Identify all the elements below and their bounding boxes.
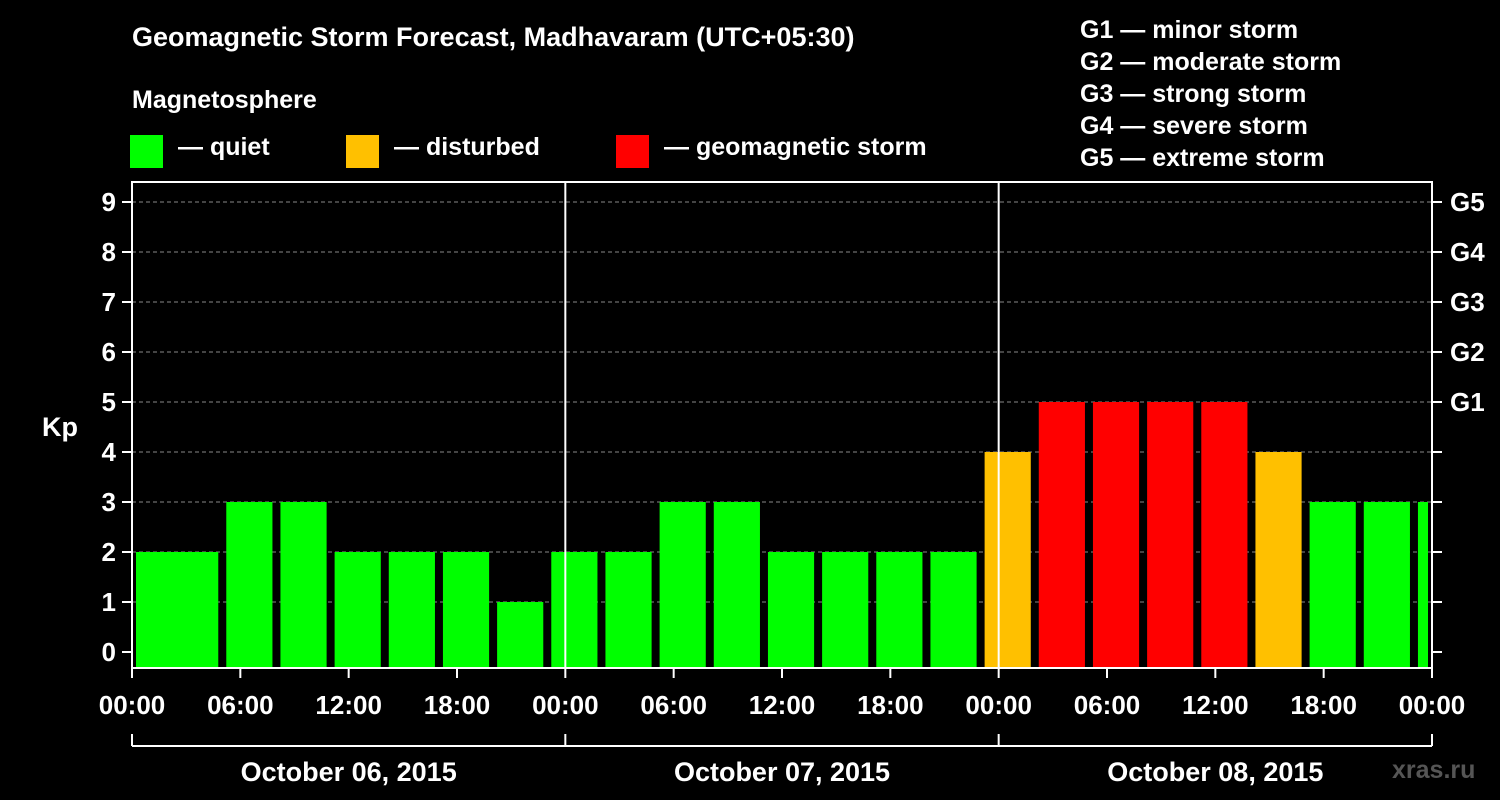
kp-bar (659, 502, 706, 668)
x-tick-label: 18:00 (1290, 690, 1357, 720)
x-tick-label: 12:00 (1182, 690, 1249, 720)
g-scale-tick-label: G5 (1450, 187, 1485, 217)
legend-storm-swatch (616, 135, 649, 168)
g-scale-legend: G1 — minor storm G2 — moderate storm G3 … (1080, 14, 1341, 174)
y-tick-label: 0 (102, 637, 116, 667)
x-tick-label: 06:00 (1074, 690, 1141, 720)
kp-bar (1417, 502, 1428, 668)
kp-bar (1147, 402, 1194, 668)
g-scale-tick-label: G3 (1450, 287, 1485, 317)
day-label: October 07, 2015 (674, 757, 890, 787)
x-tick-label: 00:00 (1399, 690, 1466, 720)
g-scale-item: G4 — severe storm (1080, 112, 1308, 140)
kp-bar (172, 552, 219, 668)
legend-disturbed-label: — disturbed (394, 133, 540, 161)
y-tick-label: 4 (102, 437, 117, 467)
chart-title: Geomagnetic Storm Forecast, Madhavaram (… (132, 22, 855, 52)
kp-bar (822, 552, 869, 668)
g-scale-item: G3 — strong storm (1080, 80, 1307, 108)
magnetosphere-label: Magnetosphere (132, 86, 317, 114)
y-tick-label: 3 (102, 487, 116, 517)
kp-bar (442, 552, 490, 668)
g-scale-tick-label: G1 (1450, 387, 1485, 417)
x-tick-label: 12:00 (315, 690, 382, 720)
day-label: October 08, 2015 (1107, 757, 1323, 787)
kp-bar (876, 552, 923, 668)
x-tick-label: 06:00 (207, 690, 274, 720)
day-label: October 06, 2015 (241, 757, 457, 787)
x-tick-label: 00:00 (965, 690, 1032, 720)
kp-bar (551, 552, 598, 668)
x-tick-label: 18:00 (424, 690, 491, 720)
y-tick-label: 1 (102, 587, 116, 617)
kp-bar (280, 502, 327, 668)
kp-bar (1201, 402, 1248, 668)
legend-storm-label: — geomagnetic storm (664, 133, 927, 161)
kp-bar (226, 502, 273, 668)
kp-bar (1038, 402, 1085, 668)
kp-bar (497, 602, 544, 668)
y-tick-label: 5 (102, 387, 116, 417)
g-scale-tick-label: G2 (1450, 337, 1485, 367)
kp-bar (930, 552, 977, 668)
y-tick-label: 2 (102, 537, 116, 567)
x-tick-label: 00:00 (99, 690, 166, 720)
kp-bar (388, 552, 435, 668)
x-tick-label: 18:00 (857, 690, 924, 720)
kp-bar (984, 452, 1031, 668)
y-tick-label: 6 (102, 337, 116, 367)
y-tick-label: 9 (102, 187, 116, 217)
legend-quiet-label: — quiet (178, 133, 270, 161)
g-scale-item: G5 — extreme storm (1080, 144, 1325, 172)
x-tick-label: 06:00 (640, 690, 707, 720)
y-axis-label: Kp (42, 412, 78, 442)
kp-bar (1092, 402, 1140, 668)
x-tick-label: 00:00 (532, 690, 599, 720)
kp-bar (1309, 502, 1356, 668)
g-scale-item: G1 — minor storm (1080, 16, 1299, 44)
kp-bar (1363, 502, 1410, 668)
kp-bar (1255, 452, 1302, 668)
y-tick-label: 7 (102, 287, 116, 317)
legend-disturbed-swatch (346, 135, 379, 168)
g-scale-tick-label: G4 (1450, 237, 1485, 267)
kp-bar (605, 552, 652, 668)
x-tick-label: 12:00 (749, 690, 816, 720)
y-tick-label: 8 (102, 237, 116, 267)
legend-quiet-swatch (130, 135, 163, 168)
kp-bar (713, 502, 760, 668)
kp-bar (767, 552, 815, 668)
watermark: xras.ru (1392, 756, 1476, 784)
kp-bar (334, 552, 381, 668)
g-scale-item: G2 — moderate storm (1080, 48, 1342, 76)
